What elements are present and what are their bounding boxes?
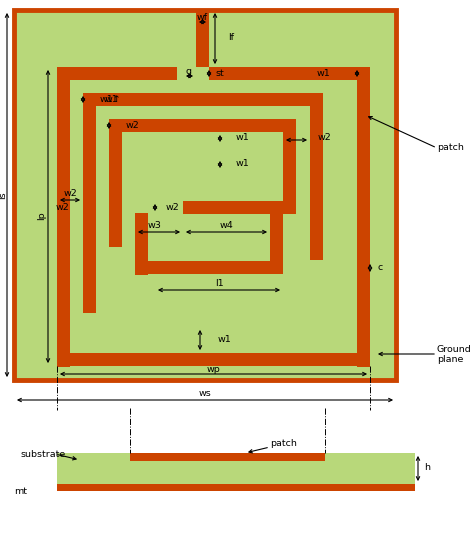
Bar xyxy=(57,67,70,367)
Text: w3: w3 xyxy=(148,221,162,231)
Text: ls: ls xyxy=(0,191,8,199)
Bar xyxy=(57,484,415,491)
Text: wf: wf xyxy=(196,13,208,22)
Bar xyxy=(209,67,370,80)
Text: w2: w2 xyxy=(63,189,77,199)
Bar xyxy=(283,119,296,214)
Text: patch: patch xyxy=(270,438,297,448)
Text: w2: w2 xyxy=(55,203,69,213)
Text: lp: lp xyxy=(37,212,46,220)
Bar xyxy=(310,93,323,260)
Bar xyxy=(57,353,370,366)
Text: patch: patch xyxy=(437,144,464,152)
Bar xyxy=(57,453,415,491)
Text: mt: mt xyxy=(14,487,27,497)
Text: w4: w4 xyxy=(219,221,233,231)
Bar xyxy=(109,119,296,132)
Bar xyxy=(183,201,283,214)
Bar xyxy=(70,80,357,353)
Text: w1: w1 xyxy=(105,96,119,104)
Text: l1: l1 xyxy=(215,280,223,288)
Bar xyxy=(96,106,310,260)
Text: w1↑: w1↑ xyxy=(100,95,122,103)
Text: w1: w1 xyxy=(236,133,250,143)
Bar xyxy=(83,93,323,106)
Text: c: c xyxy=(378,263,383,273)
Text: substrate: substrate xyxy=(20,450,65,459)
Text: h: h xyxy=(424,463,430,473)
Text: w1: w1 xyxy=(316,69,330,77)
Text: st: st xyxy=(215,70,224,78)
Bar xyxy=(57,67,177,80)
Bar xyxy=(196,10,209,67)
Text: Ground: Ground xyxy=(437,345,472,355)
Text: w2: w2 xyxy=(126,121,140,129)
Bar xyxy=(357,67,370,367)
Bar xyxy=(270,201,283,274)
Bar xyxy=(83,93,96,313)
Bar xyxy=(130,453,325,461)
Bar xyxy=(14,10,396,380)
Text: w1: w1 xyxy=(218,336,232,344)
Text: wp: wp xyxy=(206,364,220,374)
Bar xyxy=(135,213,148,275)
Text: lf: lf xyxy=(228,34,234,42)
Bar xyxy=(155,247,310,260)
Bar xyxy=(109,119,122,247)
Text: w2: w2 xyxy=(318,133,332,141)
Text: g: g xyxy=(186,66,192,76)
Text: w2: w2 xyxy=(166,202,180,212)
Bar xyxy=(135,261,283,274)
Bar xyxy=(122,132,283,201)
Text: ws: ws xyxy=(199,390,211,399)
Text: w1: w1 xyxy=(236,159,250,169)
Text: plane: plane xyxy=(437,355,464,364)
